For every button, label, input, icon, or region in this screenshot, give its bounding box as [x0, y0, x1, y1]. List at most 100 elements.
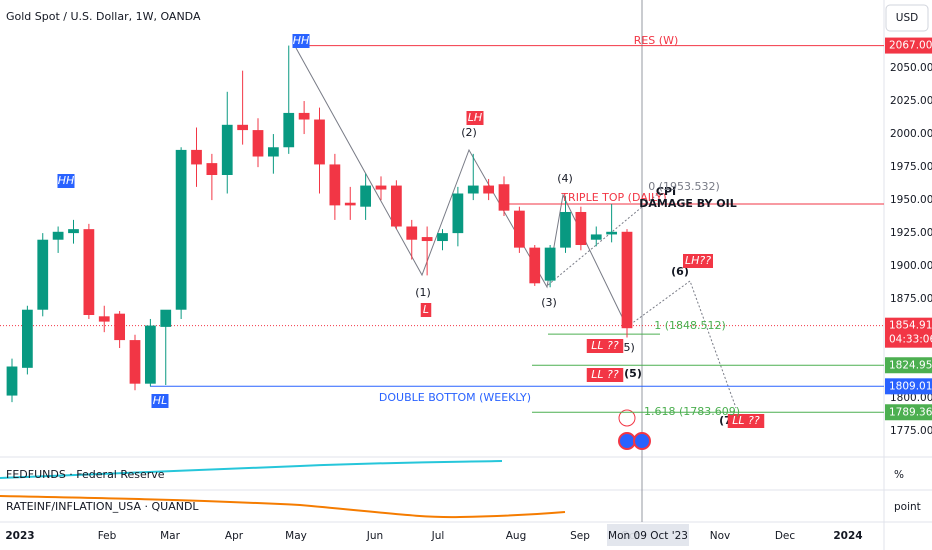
candle-body — [37, 239, 49, 310]
candle-body — [560, 211, 571, 248]
annotation: (5) — [624, 367, 642, 380]
x-tick-label: Nov — [710, 530, 731, 542]
label-box — [466, 111, 484, 125]
y-tick-label: 2050.000 — [890, 62, 932, 74]
x-tick-label: Sep — [570, 530, 590, 542]
label-box — [420, 303, 432, 317]
candle-body — [68, 229, 79, 234]
y-tick-label: 1900.000 — [890, 260, 932, 272]
annotation: L — [423, 303, 429, 316]
candle-body — [6, 366, 18, 396]
candle-body — [375, 185, 387, 190]
annotation: DOUBLE BOTTOM (WEEKLY) — [379, 391, 531, 404]
x-tick-label: Apr — [225, 530, 244, 542]
label-box — [151, 394, 169, 408]
indicator-unit: % — [894, 469, 904, 481]
y-tick-label: 1925.000 — [890, 227, 932, 239]
x-tick-label: Jun — [366, 530, 383, 542]
annotation: (2) — [461, 126, 477, 139]
annotation: LL ?? — [591, 339, 619, 352]
indicator-name: RATEINF/INFLATION_USA · QUANDL — [6, 500, 199, 513]
candle-body — [252, 130, 264, 157]
x-tick-label: Aug — [506, 530, 527, 542]
wave-line — [295, 47, 628, 328]
event-icon[interactable] — [618, 409, 636, 427]
annotation: CPI — [656, 185, 676, 198]
candle-body — [421, 237, 433, 242]
label-box — [292, 34, 310, 48]
annotation: 1 (1848.512) — [654, 319, 726, 332]
annotation: (1) — [415, 286, 431, 299]
price-marker — [885, 37, 932, 54]
candle-body — [498, 184, 510, 211]
crosshair-time-box — [607, 524, 689, 546]
currency-button[interactable] — [885, 4, 929, 32]
candle-body — [160, 309, 172, 327]
price-marker — [885, 357, 932, 374]
candle-body — [390, 185, 402, 227]
candle-body — [483, 185, 495, 194]
candle-body — [129, 340, 141, 384]
annotation: DAMAGE BY OIL — [639, 197, 737, 210]
y-tick-label: 2000.000 — [890, 128, 932, 140]
candle-body — [621, 231, 633, 329]
x-tick-label: Dec — [775, 530, 796, 542]
annotation: (4) — [557, 172, 573, 185]
candle-body — [206, 163, 218, 175]
y-tick-label: 2025.000 — [890, 95, 932, 107]
candle-body — [298, 112, 310, 120]
price-marker-label: 1824.950 — [889, 359, 932, 371]
annotation: HH — [58, 174, 75, 187]
annotation: HL — [153, 394, 167, 407]
candle-body — [21, 309, 33, 368]
crosshair-time-label: Mon 09 Oct '23 — [608, 530, 688, 542]
y-tick-label: 1975.000 — [890, 161, 932, 173]
candle-body — [83, 229, 95, 315]
event-icon[interactable] — [633, 432, 651, 450]
candle-body — [406, 226, 418, 240]
candle-body — [452, 193, 464, 234]
price-marker — [885, 378, 932, 395]
label-box — [683, 254, 713, 268]
y-tick-label: 1800.000 — [890, 392, 932, 404]
x-tick-label: 2024 — [833, 530, 862, 542]
indicator-unit: point — [894, 501, 921, 513]
annotation: HH — [293, 34, 310, 47]
annotation: LL ?? — [591, 368, 619, 381]
candle-body — [437, 233, 448, 242]
annotation: RES (W) — [634, 34, 679, 47]
x-tick-label: May — [285, 530, 307, 542]
fedfunds-line — [0, 460, 503, 479]
y-tick-label: 1950.000 — [890, 194, 932, 206]
price-marker-label: 1809.010 — [889, 380, 932, 392]
candle-body — [221, 124, 233, 175]
annotation: TRIPLE TOP (DAILY) — [560, 191, 666, 204]
projection-line — [547, 191, 661, 286]
candle-body — [467, 185, 479, 194]
label-box — [586, 339, 624, 353]
annotation: LH — [468, 111, 482, 124]
price-marker-label: 1789.360 — [889, 406, 932, 418]
candle-body — [267, 147, 279, 157]
candle-body — [529, 247, 541, 284]
x-tick-label: Feb — [98, 530, 117, 542]
price-marker — [885, 317, 932, 348]
annotation: (3) — [541, 296, 557, 309]
candle-body — [98, 316, 110, 322]
candle-body — [175, 149, 187, 310]
event-icon[interactable] — [618, 432, 636, 450]
candle-body — [283, 112, 295, 148]
x-tick-label: Mar — [160, 530, 180, 542]
currency[interactable]: USD — [896, 12, 918, 24]
candle-body — [544, 247, 556, 281]
label-box — [57, 174, 75, 188]
annotation: LH?? — [685, 254, 711, 267]
candle-body — [114, 313, 126, 341]
candle-body — [237, 124, 249, 131]
candle-body — [360, 185, 372, 207]
label-box — [586, 368, 624, 382]
candle-body — [52, 231, 64, 240]
price-marker — [885, 404, 932, 421]
